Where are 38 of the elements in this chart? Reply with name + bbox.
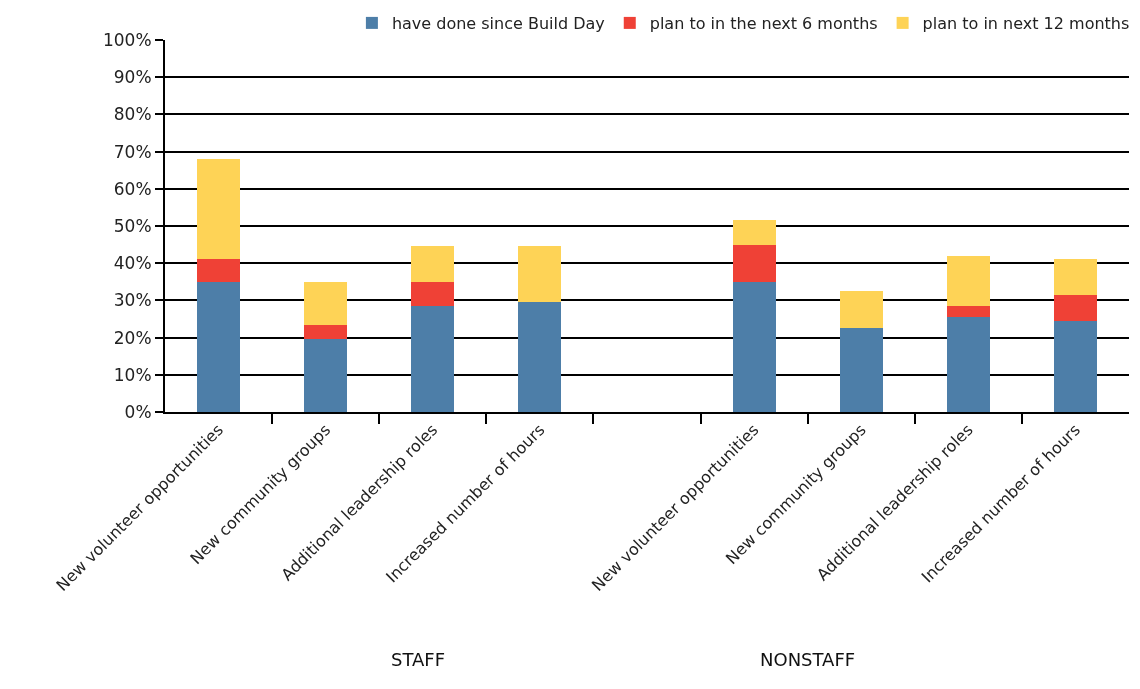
y-tick-label: 0% xyxy=(124,401,152,422)
bar xyxy=(839,328,883,412)
y-tick-label: 10% xyxy=(113,364,152,385)
bar xyxy=(839,291,883,329)
bar xyxy=(197,159,240,260)
bar xyxy=(411,281,455,306)
bar xyxy=(197,259,240,282)
text: STAFF xyxy=(391,649,446,670)
text: NONSTAFF xyxy=(760,649,856,670)
bar xyxy=(1054,259,1097,295)
bar xyxy=(732,281,776,412)
bar xyxy=(304,281,348,325)
bar xyxy=(197,281,240,412)
bar xyxy=(518,246,562,303)
y-tick-label: 20% xyxy=(113,327,152,348)
y-tick-label: 70% xyxy=(113,141,152,162)
bar xyxy=(1054,294,1097,321)
bar xyxy=(1054,320,1097,412)
y-tick-label: 60% xyxy=(113,178,152,199)
y-tick-label: 50% xyxy=(113,215,152,236)
y-tick-label: 90% xyxy=(113,67,152,88)
bar xyxy=(411,305,455,412)
y-tick-label: 40% xyxy=(113,253,152,274)
legend-label: plan to in next 12 months xyxy=(922,14,1130,34)
bar xyxy=(304,339,348,412)
y-tick-label: 30% xyxy=(113,290,152,311)
bar xyxy=(411,246,455,282)
bar xyxy=(946,305,990,318)
y-tick-label: 100% xyxy=(102,29,152,50)
bar xyxy=(518,302,562,412)
legend-label: have done since Build Day xyxy=(391,14,605,34)
legend-label: plan to in the next 6 months xyxy=(649,14,878,34)
bar xyxy=(946,317,990,412)
bar xyxy=(732,244,776,282)
bar xyxy=(946,255,990,306)
bar xyxy=(732,220,776,245)
bar xyxy=(304,324,348,340)
y-tick-label: 80% xyxy=(113,104,152,125)
